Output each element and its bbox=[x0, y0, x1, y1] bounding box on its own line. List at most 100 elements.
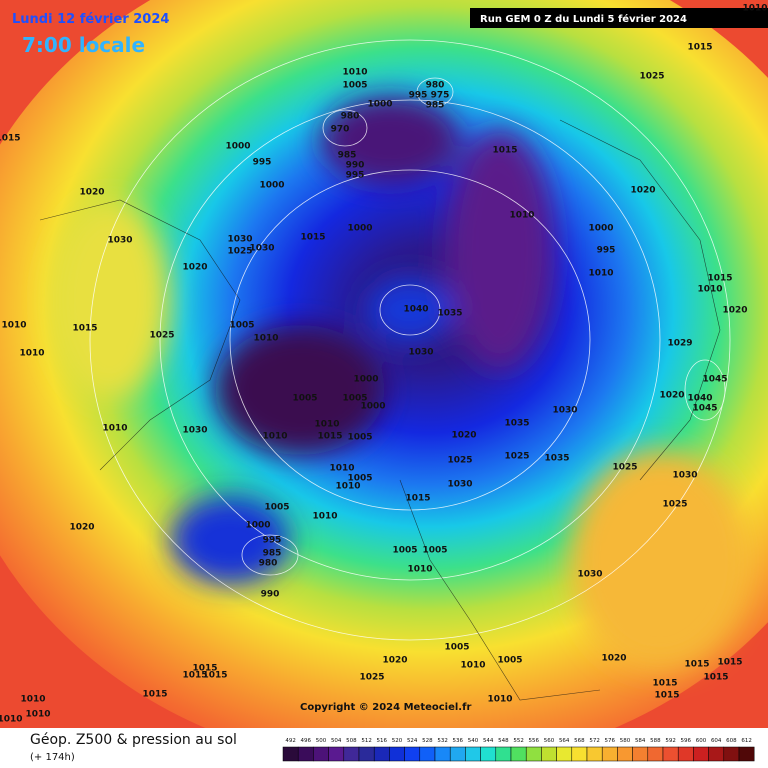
isobar-label: 1005 bbox=[347, 433, 372, 443]
legend-swatch bbox=[617, 746, 633, 762]
isobar-label: 995 bbox=[346, 171, 365, 181]
isobar-label: 1010 bbox=[262, 432, 287, 442]
legend-label: 560 bbox=[544, 738, 555, 744]
isobar-label: 1010 bbox=[1, 321, 26, 331]
isobar-label: 1010 bbox=[742, 4, 767, 14]
isobar-label: 1020 bbox=[659, 391, 684, 401]
isobar-label: 1005 bbox=[229, 321, 254, 331]
isobar-label: 1005 bbox=[444, 643, 469, 653]
isobar-label: 1040 bbox=[403, 305, 428, 315]
isobar-label: 1015 bbox=[492, 146, 517, 156]
isobar-label: 975 bbox=[431, 91, 450, 101]
legend-label: 576 bbox=[605, 738, 616, 744]
run-label: Run GEM 0 Z du Lundi 5 février 2024 bbox=[480, 13, 687, 25]
isobar-label: 1010 bbox=[329, 464, 354, 474]
legend-swatch bbox=[510, 746, 527, 762]
legend-label: 544 bbox=[483, 738, 494, 744]
legend-swatch bbox=[449, 746, 466, 762]
isobar-label: 1015 bbox=[652, 679, 677, 689]
isobar-label: 1010 bbox=[335, 482, 360, 492]
isobar-label: 1025 bbox=[662, 500, 687, 510]
isobar-label: 1010 bbox=[460, 661, 485, 671]
isobar-label: 1015 bbox=[142, 690, 167, 700]
legend-swatch bbox=[282, 746, 299, 762]
isobar-label: 1020 bbox=[69, 523, 94, 533]
isobar-label: 1020 bbox=[722, 306, 747, 316]
isobar-label: 1000 bbox=[367, 100, 392, 110]
isobar-label: 1000 bbox=[245, 521, 270, 531]
isobar-label: 1015 bbox=[202, 671, 227, 681]
legend-label: 536 bbox=[453, 738, 464, 744]
isobar-label: 1010 bbox=[19, 349, 44, 359]
isobar-label: 1030 bbox=[249, 244, 274, 254]
isobar-label: 1025 bbox=[447, 456, 472, 466]
legend-label: 556 bbox=[529, 738, 540, 744]
legend-label: 608 bbox=[726, 738, 737, 744]
legend-label: 500 bbox=[316, 738, 327, 744]
isobar-label: 980 bbox=[341, 112, 360, 122]
isobar-label: 1030 bbox=[577, 570, 602, 580]
isobar-label: 1015 bbox=[300, 233, 325, 243]
legend-swatch bbox=[495, 746, 512, 762]
isobar-label: 1015 bbox=[317, 432, 342, 442]
isobar-label: 1010 bbox=[588, 269, 613, 279]
legend-label: 564 bbox=[559, 738, 570, 744]
legend-label: 612 bbox=[741, 738, 752, 744]
isobar-label: 1035 bbox=[544, 454, 569, 464]
legend-swatch bbox=[465, 746, 481, 762]
isobar-label: 1045 bbox=[692, 404, 717, 414]
isobar-label: 1020 bbox=[630, 186, 655, 196]
isobar-label: 1020 bbox=[79, 188, 104, 198]
legend-swatch bbox=[693, 746, 709, 762]
legend-label: 508 bbox=[346, 738, 357, 744]
isobar-label: 1015 bbox=[654, 691, 679, 701]
legend-swatch bbox=[571, 746, 588, 762]
legend-swatch bbox=[647, 746, 664, 762]
isobar-label: 1010 bbox=[102, 424, 127, 434]
legend-swatch bbox=[389, 746, 405, 762]
isobar-label: 1030 bbox=[552, 406, 577, 416]
isobar-label: 1015 bbox=[717, 658, 742, 668]
isobar-label: 1000 bbox=[259, 181, 284, 191]
isobar-label: 1010 bbox=[314, 420, 339, 430]
legend-label: 492 bbox=[285, 738, 296, 744]
legend-swatch bbox=[632, 746, 649, 762]
legend-swatch bbox=[525, 746, 542, 762]
legend-swatch bbox=[601, 746, 618, 762]
isobar-label: 1005 bbox=[347, 474, 372, 484]
isobar-label: 995 bbox=[263, 536, 282, 546]
isobar-label: 1025 bbox=[639, 72, 664, 82]
legend-swatch bbox=[434, 746, 451, 762]
legend-label: 552 bbox=[513, 738, 524, 744]
isobar-label: 1029 bbox=[667, 339, 692, 349]
isobar-label: 1005 bbox=[497, 656, 522, 666]
legend-label: 604 bbox=[711, 738, 722, 744]
isobar-label: 970 bbox=[331, 125, 350, 135]
isobar-label: 980 bbox=[259, 559, 278, 569]
legend-swatch bbox=[313, 746, 329, 762]
isobar-label: 1035 bbox=[437, 309, 462, 319]
isobar-label: 1015 bbox=[192, 664, 217, 674]
footer-lead: (+ 174h) bbox=[30, 752, 75, 763]
isobar-label: 1010 bbox=[509, 211, 534, 221]
isobar-label: 1015 bbox=[707, 274, 732, 284]
isobar-label: 1010 bbox=[25, 710, 50, 720]
isobar-label: 1005 bbox=[342, 81, 367, 91]
legend-label: 540 bbox=[468, 738, 479, 744]
color-legend: 492 496 500 504 508 512 516 520 524 528 532 536 540 5… bbox=[282, 738, 755, 762]
isobar-label: 1020 bbox=[182, 263, 207, 273]
isobar-label: 1025 bbox=[227, 247, 252, 257]
legend-label: 584 bbox=[635, 738, 646, 744]
legend-swatch bbox=[480, 746, 497, 762]
footer-title: Géop. Z500 & pression au sol bbox=[30, 732, 237, 748]
isobar-label: 1045 bbox=[702, 375, 727, 385]
legend-swatch bbox=[358, 746, 375, 762]
legend-label: 524 bbox=[407, 738, 418, 744]
isobar-label: 1005 bbox=[342, 394, 367, 404]
isobar-label: 1030 bbox=[408, 348, 433, 358]
isobar-label: 995 bbox=[597, 246, 616, 256]
isobar-label: 1000 bbox=[353, 375, 378, 385]
legend-label: 548 bbox=[498, 738, 509, 744]
copyright: Copyright © 2024 Meteociel.fr bbox=[300, 702, 471, 713]
isobar-label: 1010 bbox=[487, 695, 512, 705]
